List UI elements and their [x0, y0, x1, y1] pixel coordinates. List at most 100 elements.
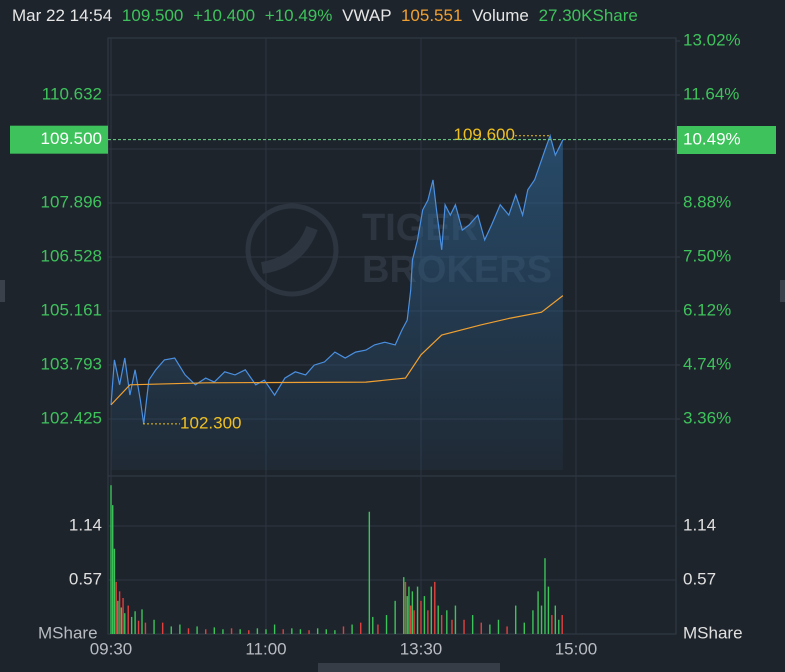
high-label: 109.600 [454, 125, 515, 144]
y-tick-label: 0.57 [69, 569, 102, 588]
volume-bar [222, 629, 224, 634]
volume-bar [434, 581, 436, 634]
volume-bar [372, 616, 374, 634]
header-vwap: 105.551 [401, 6, 462, 25]
volume-bar [409, 605, 412, 634]
volume-bar [440, 615, 443, 634]
header: Mar 22 14:54 109.500 +10.400 +10.49% VWA… [12, 6, 638, 25]
y-tick-label: 102.425 [41, 408, 102, 427]
plot-frame [107, 37, 677, 635]
volume-bar [334, 630, 336, 634]
volume-bar [463, 619, 465, 634]
volume-bar [551, 615, 553, 634]
y-tick-label: 105.161 [41, 300, 102, 319]
header-volume-label: Volume [472, 6, 529, 25]
volume-bar [385, 615, 388, 634]
volume-bar [130, 616, 133, 634]
watermark-logo [245, 203, 339, 297]
last-pct-box [677, 126, 776, 155]
y-tick-label: 107.896 [41, 192, 102, 211]
volume-bar [423, 596, 426, 634]
side-tab [780, 280, 785, 302]
last-pct-label: 10.49% [683, 129, 741, 148]
volume-bar [561, 615, 563, 634]
volume-bar [547, 586, 550, 634]
x-tick-label: 15:00 [555, 639, 598, 658]
volume-bar [523, 622, 526, 634]
volume-bar [437, 605, 439, 634]
volume-bar [406, 596, 408, 634]
price-area [111, 135, 563, 470]
volume-bar [196, 626, 198, 634]
volume-bar [394, 600, 396, 634]
y-tick-label: 106.528 [41, 246, 102, 265]
volume-bar [118, 591, 121, 634]
watermark-logo [260, 225, 318, 274]
volume-bar [325, 629, 327, 634]
last-price-box [10, 125, 108, 154]
volume-bar [141, 609, 143, 634]
header-change-pct: +10.49% [265, 6, 333, 25]
volume-bar [540, 605, 543, 634]
volume-bar [360, 622, 362, 634]
volume-bar [113, 548, 116, 634]
volume-bar [179, 624, 181, 634]
volume-bar [420, 600, 422, 634]
volume-bar [187, 628, 190, 634]
volume-bar [170, 626, 172, 634]
volume-bar [558, 619, 560, 634]
volume-bar [134, 611, 136, 634]
volume-bar [480, 622, 482, 634]
y2-tick-label: 1.14 [683, 515, 716, 534]
volume-bar [115, 581, 117, 634]
volume-bar [137, 620, 140, 634]
y2-tick-label: 11.64% [683, 84, 739, 103]
volume-bar [161, 622, 164, 634]
volume-bar [205, 629, 207, 634]
volume-bar [124, 613, 126, 634]
volume-bar [112, 505, 114, 634]
volume-bar [308, 630, 310, 634]
volume-bar [120, 607, 123, 634]
y-tick-label: 103.793 [41, 354, 102, 373]
vwap-line [110, 295, 564, 406]
volume-bar [351, 624, 353, 634]
volume-bar [273, 624, 276, 634]
y2-tick-label: 13.02% [683, 30, 741, 49]
volume-bar [544, 558, 546, 634]
volume-bar [404, 581, 407, 634]
volume-bar [316, 628, 319, 634]
y2-tick-label: 8.88% [683, 192, 731, 211]
y2-tick-label: 6.12% [683, 300, 731, 319]
volume-bar [127, 605, 129, 634]
volume-bar [122, 597, 124, 634]
volume-bar [239, 629, 241, 634]
volume-bar [497, 619, 500, 634]
x-tick-label: 11:00 [245, 639, 286, 658]
y-tick-label: 1.14 [69, 515, 102, 534]
volume-bar [515, 605, 517, 634]
volume-bar [413, 610, 415, 634]
last-price-label: 109.500 [41, 129, 102, 148]
volume-bar [506, 626, 508, 634]
volume-bar [408, 586, 410, 634]
side-tab [0, 280, 5, 302]
volume-bar [299, 629, 302, 634]
volume-bar [411, 591, 414, 634]
volume-bar [213, 627, 216, 634]
volume-bar [427, 610, 429, 634]
price-line [110, 133, 564, 424]
x-tick-label: 09:30 [90, 639, 133, 658]
volume-bar [532, 610, 534, 634]
volume-bar [153, 619, 155, 634]
volume-bar [248, 630, 250, 634]
header-change: +10.400 [193, 6, 255, 25]
volume-bar [416, 586, 419, 634]
y2-tick-label: 4.74% [683, 354, 731, 373]
header-vwap-label: VWAP [342, 6, 391, 25]
header-volume: 27.30KShare [539, 6, 638, 25]
scroll-handle[interactable] [318, 663, 500, 672]
y2-tick-label: 7.50% [683, 246, 731, 265]
